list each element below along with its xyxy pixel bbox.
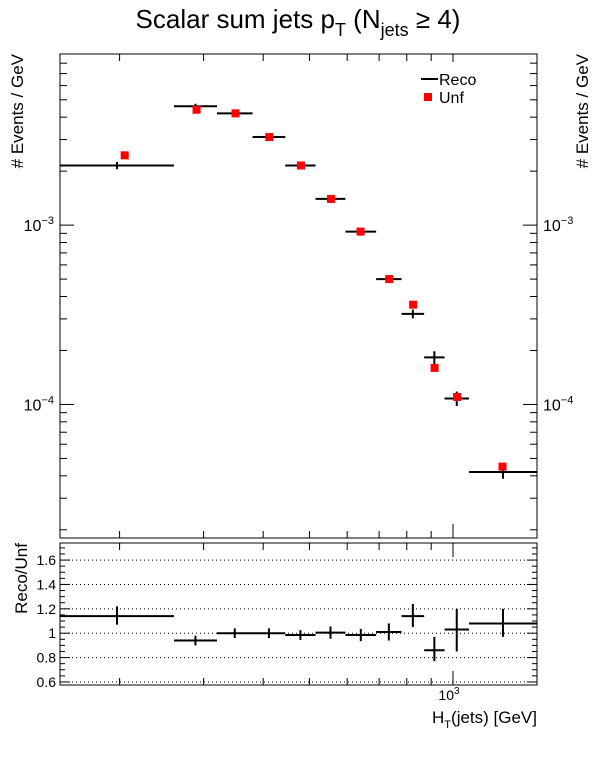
ratio-y-axis-label: Reco/Unf: [12, 543, 31, 614]
unf-point-7: [385, 275, 394, 284]
reco-point-8: [401, 309, 425, 319]
ratio-y-tick-label: 0.6: [37, 674, 57, 690]
unf-point-5: [327, 194, 336, 203]
main-y-axis-label-right: # Events / GeV: [573, 53, 592, 168]
ratio-plot-frame: [59, 542, 538, 686]
ratio-point-4: [285, 630, 316, 640]
main-y-axis-label-left: # Events / GeV: [8, 53, 27, 168]
main-y-tick-label-left: 10−3: [24, 215, 54, 235]
legend-reco-label: Reco: [439, 72, 476, 89]
main-x-axis: [119, 54, 454, 538]
ratio-y-tick-label: 1.6: [37, 552, 57, 568]
ratio-point-8: [401, 603, 425, 628]
ratio-point-2: [216, 628, 253, 639]
legend-unf-label: Unf: [439, 90, 464, 107]
ratio-point-0: [60, 606, 174, 625]
ratio-plot-panel: 0.6 0.8 1 1.2 1.4 1.6 103 Reco/Unf HT(jets) […: [12, 542, 538, 731]
main-plot-panel: 10−3 10−3 10−4 10−4 # Events / GeV # Events…: [8, 53, 592, 539]
ratio-point-5: [315, 626, 346, 639]
unf-point-9: [430, 363, 439, 372]
ratio-point-7: [376, 623, 402, 641]
ratio-y-axis: 0.6 0.8 1 1.2 1.4 1.6: [37, 547, 537, 690]
unf-point-8: [409, 300, 418, 309]
main-y-tick-label-right: 10−3: [543, 215, 573, 235]
reco-point-9: [424, 351, 445, 365]
ratio-y-tick-label: 1.4: [37, 576, 57, 592]
unf-point-1: [192, 105, 201, 114]
chart-title: Scalar sum jets pT (Njets ≥ 4): [136, 4, 461, 40]
unf-point-2: [231, 109, 240, 118]
legend-unf-marker: [424, 93, 432, 101]
legend: Reco Unf: [416, 62, 512, 112]
unf-point-10: [453, 393, 462, 402]
main-y-axis: 10−3 10−3 10−4 10−4: [24, 62, 573, 531]
unf-point-6: [356, 227, 365, 236]
ratio-point-10: [444, 608, 469, 652]
x-tick-label: 103: [438, 686, 460, 703]
ratio-y-tick-label: 0.8: [37, 650, 57, 666]
ratio-point-1: [173, 635, 217, 646]
main-y-tick-label-right: 10−4: [543, 394, 573, 414]
ratio-y-tick-label: 1: [48, 625, 56, 641]
main-y-tick-label-left: 10−4: [24, 394, 54, 414]
ratio-point-3: [252, 628, 286, 639]
x-axis-label: HT(jets) [GeV]: [432, 708, 537, 731]
legend-background: [416, 62, 512, 112]
ratio-point-6: [345, 628, 377, 642]
ratio-point-11: [468, 608, 537, 637]
ratio-x-axis: 103: [119, 543, 460, 703]
unf-point-11: [498, 462, 507, 471]
unf-point-0: [120, 151, 129, 160]
ratio-y-tick-label: 1.2: [37, 601, 57, 617]
unf-point-4: [296, 161, 305, 170]
reco-point-0: [60, 161, 174, 170]
ratio-point-9: [424, 636, 445, 662]
unf-point-3: [265, 133, 274, 142]
